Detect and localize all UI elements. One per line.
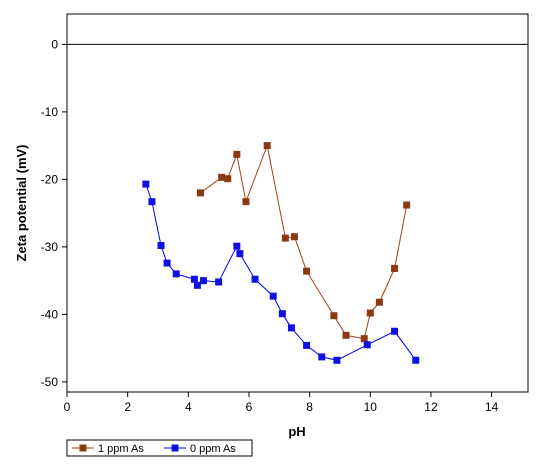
legend-marker: [171, 444, 179, 452]
y-tick-label: -50: [41, 375, 59, 389]
series-2-point: [318, 353, 326, 361]
series-1-point: [330, 312, 338, 320]
series-2-point: [163, 259, 171, 267]
legend-marker: [79, 444, 87, 452]
series-1-point: [403, 201, 411, 209]
series-2-point: [287, 324, 295, 332]
series-line-1: [200, 143, 408, 340]
series-2-point: [333, 356, 341, 364]
series-2-point: [142, 180, 150, 188]
series-2-point: [193, 281, 201, 289]
series-1-point: [281, 234, 289, 242]
series-2-point: [215, 278, 223, 286]
x-tick-label: 14: [485, 400, 499, 414]
series-1-point: [375, 298, 383, 306]
legend-box: [66, 439, 253, 457]
series-1-point: [218, 173, 226, 181]
y-tick-label: -20: [41, 172, 59, 186]
series-2-point: [199, 277, 207, 285]
legend-label: 1 ppm As: [98, 443, 144, 455]
series-2-point: [148, 198, 156, 206]
series-2-point: [303, 341, 311, 349]
legend-label: 0 ppm As: [190, 443, 236, 455]
x-tick-label: 6: [246, 400, 253, 414]
y-tick-label: -40: [41, 307, 59, 321]
series-2-point: [157, 242, 165, 250]
series-1-point: [391, 264, 399, 272]
x-tick-label: 12: [424, 400, 438, 414]
series-1-point: [366, 309, 374, 317]
y-tick-label: 0: [51, 37, 58, 51]
series-2-point: [363, 341, 371, 349]
y-axis-title: Zeta potential (mV): [14, 144, 29, 261]
series-2-point: [251, 275, 259, 283]
series-2-point: [412, 356, 420, 364]
legend: 1 ppm As 0 ppm As: [66, 439, 253, 457]
plot-area: [66, 13, 529, 393]
series-2-point: [190, 275, 198, 283]
series-2-point: [172, 270, 180, 278]
series-2-point: [233, 242, 241, 250]
y-tick-label: -10: [41, 105, 59, 119]
series-1-point: [342, 331, 350, 339]
x-tick-label: 2: [124, 400, 131, 414]
x-tick-label: 10: [364, 400, 378, 414]
series-1-point: [360, 335, 368, 343]
series-1-point: [242, 198, 250, 206]
series-1-point: [303, 267, 311, 275]
series-1-point: [263, 142, 271, 150]
x-tick-label: 4: [185, 400, 192, 414]
series-1-point: [290, 233, 298, 241]
series-2-point: [269, 292, 277, 300]
x-tick-label: 0: [64, 400, 71, 414]
series-group: [142, 142, 420, 364]
series-1-point: [224, 175, 232, 183]
series-1-point: [233, 150, 241, 158]
axes-group: 0 2 4 6 8 10 12 14 0 -10 -20 -30 -40 -50: [41, 37, 499, 414]
series-2-point: [236, 250, 244, 258]
series-2-point: [391, 327, 399, 335]
x-axis-title: pH: [288, 424, 305, 439]
x-tick-label: 8: [306, 400, 313, 414]
series-2-point: [278, 310, 286, 318]
y-tick-label: -30: [41, 240, 59, 254]
series-1-point: [196, 189, 204, 197]
